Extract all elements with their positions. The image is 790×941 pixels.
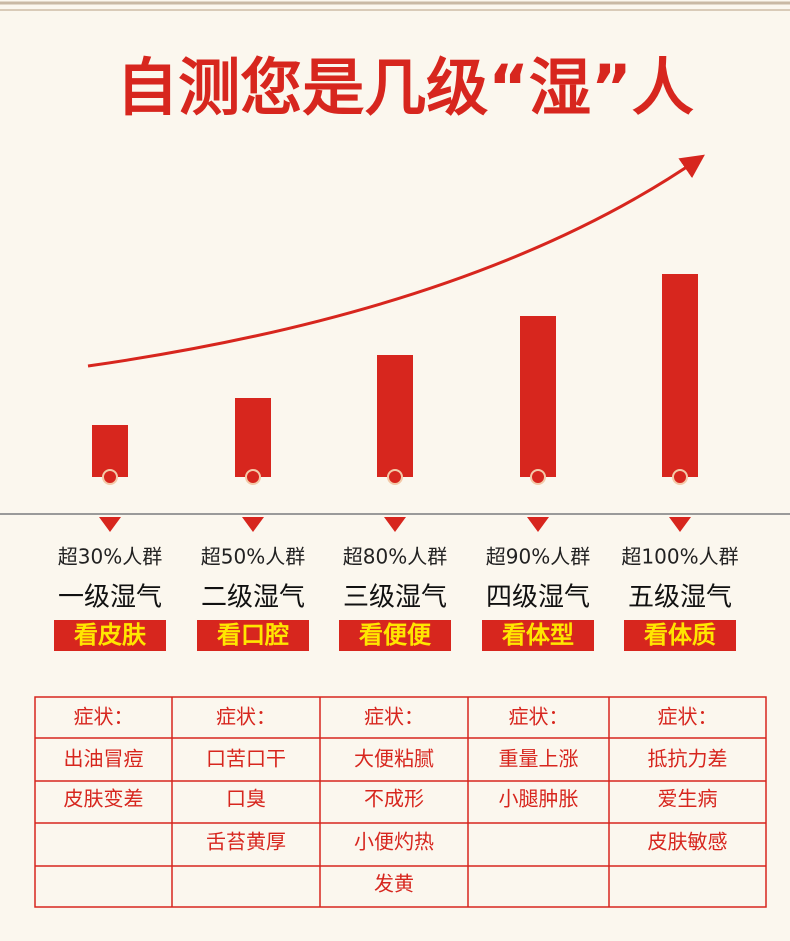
symptom-header: 症状： <box>364 705 424 729</box>
group-label: 超80%人群 <box>343 545 447 569</box>
check-tag <box>624 620 736 651</box>
symptom: 爱生病 <box>658 787 718 811</box>
group-label: 超30%人群 <box>58 545 162 569</box>
symptom: 出油冒痘 <box>64 747 144 771</box>
check-tag <box>197 620 309 651</box>
group-label: 超90%人群 <box>486 545 590 569</box>
group-label: 超100%人群 <box>621 545 738 569</box>
bar-dot <box>102 469 118 485</box>
pointer <box>242 517 264 532</box>
level-label: 一级湿气 <box>58 583 162 613</box>
bar <box>520 316 556 477</box>
symptom: 小便灼热 <box>354 830 434 854</box>
check-tag <box>54 620 166 651</box>
bar <box>92 425 128 477</box>
bar-dot <box>245 469 261 485</box>
bar <box>662 274 698 477</box>
symptom: 重量上涨 <box>499 747 579 771</box>
symptom: 小腿肿胀 <box>499 787 579 811</box>
level-label: 五级湿气 <box>628 583 732 613</box>
symptom: 发黄 <box>374 872 414 896</box>
bar-dot <box>672 469 688 485</box>
symptom-header: 症状： <box>658 705 718 729</box>
symptom-header: 症状： <box>216 705 276 729</box>
title: 自测您是几级“湿”人 <box>116 51 694 124</box>
trend-arrow <box>87 154 705 368</box>
group-label: 超50%人群 <box>201 545 305 569</box>
symptom: 大便粘腻 <box>354 747 434 771</box>
table-border <box>34 696 767 908</box>
pointer <box>384 517 406 532</box>
check-tag <box>482 620 594 651</box>
bar-dot <box>387 469 403 485</box>
level-label: 三级湿气 <box>343 583 447 613</box>
check-label: 看体型 <box>502 621 574 649</box>
level-label: 二级湿气 <box>201 583 305 613</box>
check-tag <box>339 620 451 651</box>
check-label: 看体质 <box>644 621 716 649</box>
check-label: 看口腔 <box>217 621 289 649</box>
check-label: 看便便 <box>359 621 432 649</box>
bar <box>377 355 413 477</box>
bar <box>235 398 271 477</box>
pointer <box>669 517 691 532</box>
symptom: 舌苔黄厚 <box>206 830 286 854</box>
check-label: 看皮肤 <box>74 621 147 649</box>
symptom: 抵抗力差 <box>648 747 728 771</box>
symptom: 皮肤变差 <box>64 787 144 811</box>
bar-dot <box>530 469 546 485</box>
symptom: 皮肤敏感 <box>648 830 728 854</box>
level-label: 四级湿气 <box>486 583 590 613</box>
pointer <box>99 517 121 532</box>
symptom-header: 症状： <box>74 705 134 729</box>
pointer <box>527 517 549 532</box>
symptom: 口苦口干 <box>206 747 286 771</box>
symptom: 不成形 <box>364 787 424 811</box>
symptom-header: 症状： <box>509 705 569 729</box>
symptom: 口臭 <box>226 787 266 811</box>
